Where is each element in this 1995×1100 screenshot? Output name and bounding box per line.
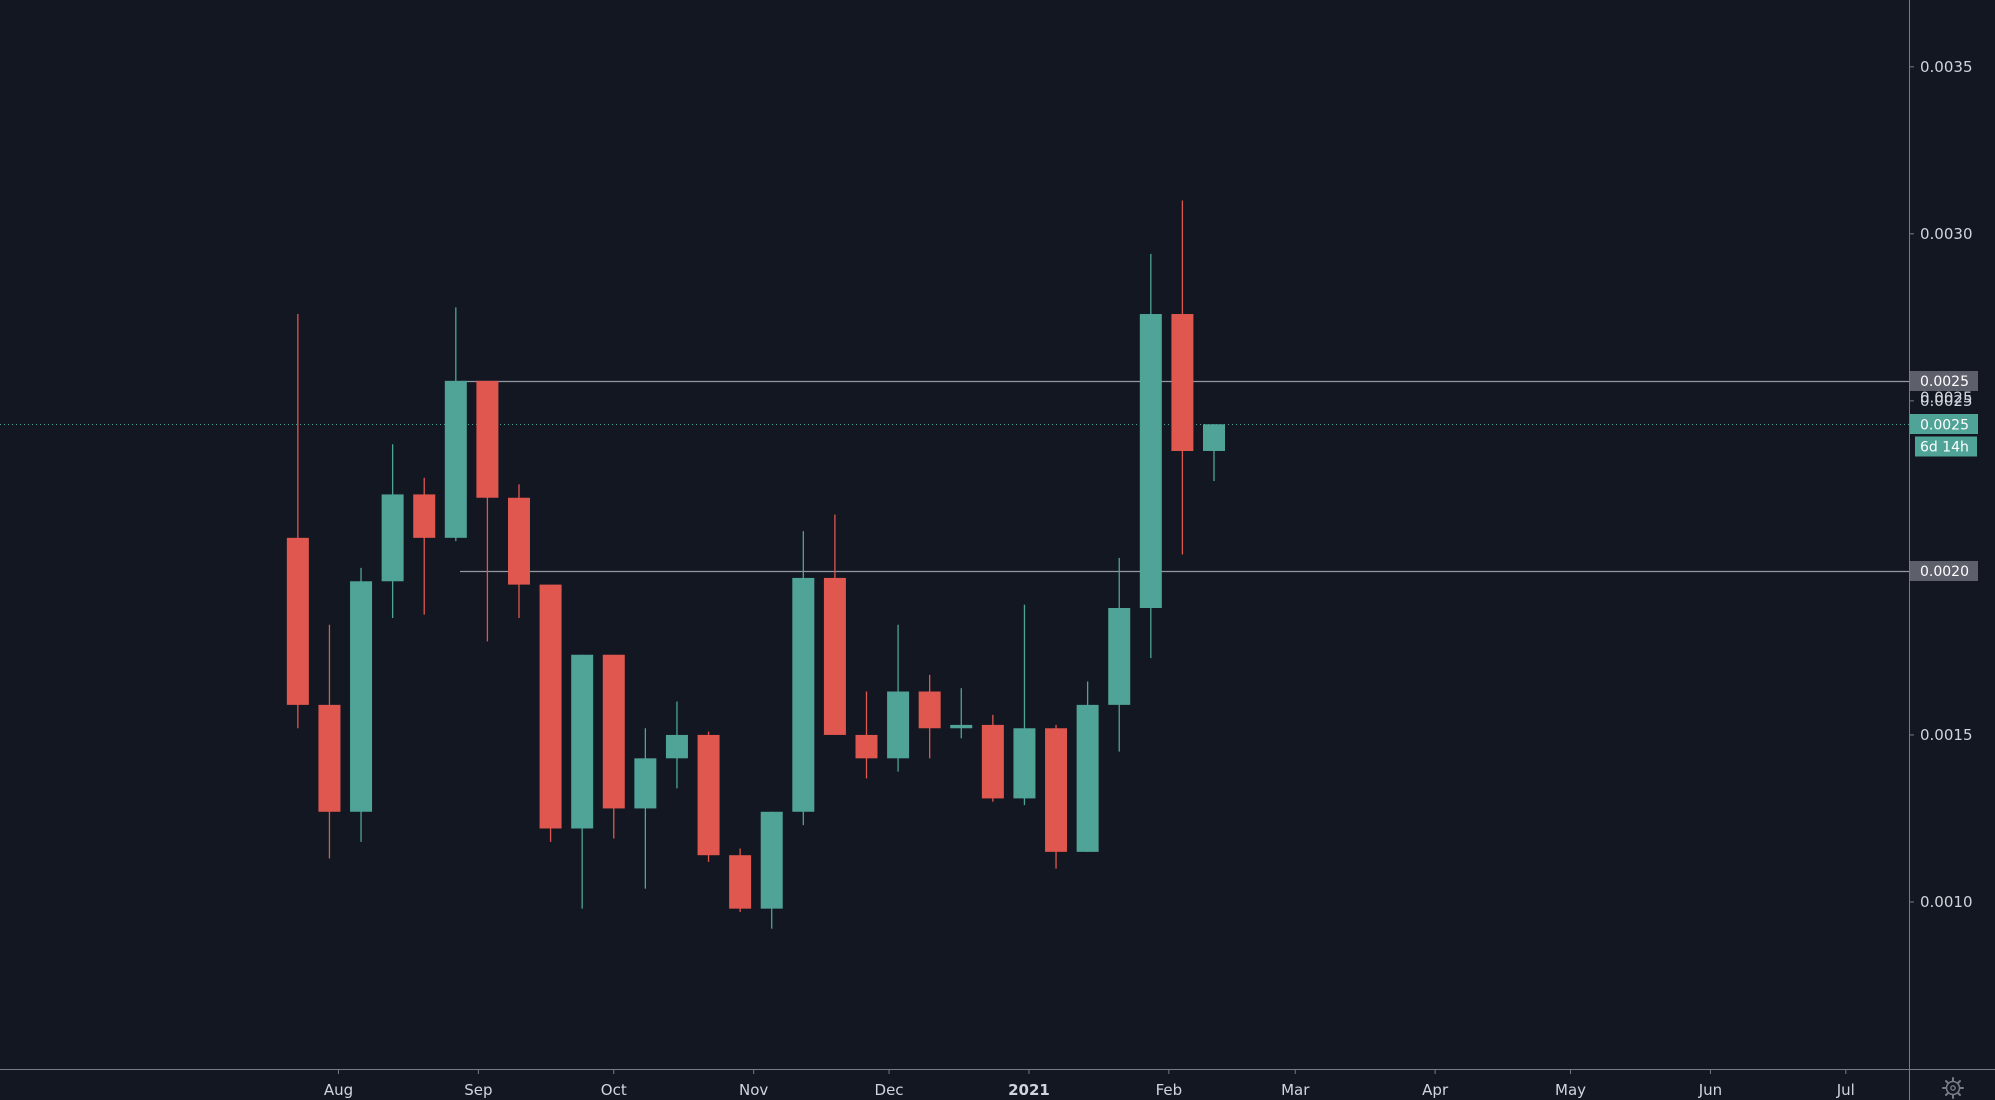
candle[interactable] xyxy=(286,314,309,729)
candle[interactable] xyxy=(413,477,436,615)
candle[interactable] xyxy=(634,728,657,889)
x-tick-label: Aug xyxy=(324,1081,353,1099)
candle-body xyxy=(1139,314,1162,608)
countdown-text: 6d 14h xyxy=(1920,440,1969,456)
candle-body xyxy=(918,691,941,729)
candle[interactable] xyxy=(1108,557,1131,752)
y-tick-label: 0.0025 xyxy=(1920,392,1973,410)
candle-body xyxy=(381,494,404,582)
candle[interactable] xyxy=(571,654,594,909)
y-tick-label: 0.0035 xyxy=(1920,58,1973,76)
candle[interactable] xyxy=(539,584,562,842)
candle[interactable] xyxy=(887,624,910,772)
x-tick-label: Apr xyxy=(1422,1081,1449,1099)
x-tick-label: Mar xyxy=(1281,1081,1310,1099)
horizontal-line-price-tag xyxy=(1910,371,1978,391)
y-tick-label: 0.0015 xyxy=(1920,726,1973,744)
candle[interactable] xyxy=(729,848,752,912)
candle-body xyxy=(350,581,373,812)
settings-gear-icon[interactable] xyxy=(1942,1077,1964,1099)
candle-body xyxy=(887,691,910,759)
candle-body xyxy=(981,724,1004,799)
x-tick-label: Nov xyxy=(739,1081,768,1099)
candle-body xyxy=(1171,314,1194,451)
candle-body xyxy=(950,724,973,729)
horizontal-line-price-tag xyxy=(1910,561,1978,581)
candle[interactable] xyxy=(381,444,404,619)
candle[interactable] xyxy=(697,731,720,862)
candle-body xyxy=(634,758,657,809)
candle-body xyxy=(1013,728,1036,799)
candle[interactable] xyxy=(855,691,878,779)
candle-body xyxy=(539,584,562,829)
candle[interactable] xyxy=(507,484,530,619)
candle-body xyxy=(665,734,688,759)
candle-body xyxy=(1108,607,1131,705)
candle[interactable] xyxy=(792,531,815,826)
last-price-text: 0.0025 xyxy=(1920,418,1969,434)
candle-body xyxy=(571,654,594,829)
x-tick-label: May xyxy=(1555,1081,1586,1099)
candle[interactable] xyxy=(981,714,1004,802)
y-tick-label: 0.0030 xyxy=(1920,225,1973,243)
candle[interactable] xyxy=(665,701,688,789)
candle[interactable] xyxy=(444,307,467,542)
candle-body xyxy=(476,380,499,498)
last-price-tag xyxy=(1910,414,1978,434)
horizontal-line-price-text: 0.0025 xyxy=(1920,374,1969,390)
candle-body xyxy=(729,855,752,909)
candle-body xyxy=(760,811,783,909)
candle[interactable] xyxy=(1139,253,1162,659)
candle-body xyxy=(444,380,467,538)
candle[interactable] xyxy=(1171,200,1194,555)
x-tick-label: Jun xyxy=(1698,1081,1722,1099)
candle[interactable] xyxy=(918,674,941,759)
candle-body xyxy=(1045,728,1068,852)
x-tick-label: Oct xyxy=(601,1081,627,1099)
candle-body xyxy=(1076,704,1099,852)
candle[interactable] xyxy=(1013,604,1036,806)
x-tick-label: Jul xyxy=(1836,1081,1855,1099)
y-tick-label: 0.0010 xyxy=(1920,893,1973,911)
x-tick-label: 2021 xyxy=(1008,1081,1050,1099)
candle-body xyxy=(1202,424,1225,451)
candle-body xyxy=(823,577,846,735)
candle-body xyxy=(318,704,341,812)
candle[interactable] xyxy=(1076,681,1099,852)
countdown-tag xyxy=(1915,436,1977,457)
time-axis[interactable]: Aug Sep Oct Nov Dec 2021 Feb Mar Apr May Jun Jul xyxy=(324,1069,1855,1099)
candle[interactable] xyxy=(1045,724,1068,869)
candle[interactable] xyxy=(350,567,373,842)
x-tick-label: Feb xyxy=(1156,1081,1183,1099)
candle[interactable] xyxy=(760,811,783,929)
horizontal-line-price-text: 0.0020 xyxy=(1920,564,1969,580)
candle[interactable] xyxy=(823,514,846,735)
candles-layer xyxy=(286,200,1225,929)
price-tags-layer: 0.0025 0.0025 0.0020 0.0025 6d 14h xyxy=(1910,371,1978,581)
candle[interactable] xyxy=(950,688,973,739)
candle[interactable] xyxy=(602,654,625,839)
candle[interactable] xyxy=(476,380,499,642)
candle-body xyxy=(792,577,815,812)
x-tick-label: Dec xyxy=(875,1081,904,1099)
candle-body xyxy=(286,537,309,705)
candle-body xyxy=(507,497,530,585)
candle[interactable] xyxy=(1202,424,1225,482)
x-tick-label: Sep xyxy=(464,1081,492,1099)
candle-body xyxy=(697,734,720,856)
candle-body xyxy=(602,654,625,809)
candle-body xyxy=(855,734,878,759)
axis-price-label: 0.0025 xyxy=(1920,389,1973,407)
candle[interactable] xyxy=(318,624,341,859)
candle-body xyxy=(413,494,436,538)
